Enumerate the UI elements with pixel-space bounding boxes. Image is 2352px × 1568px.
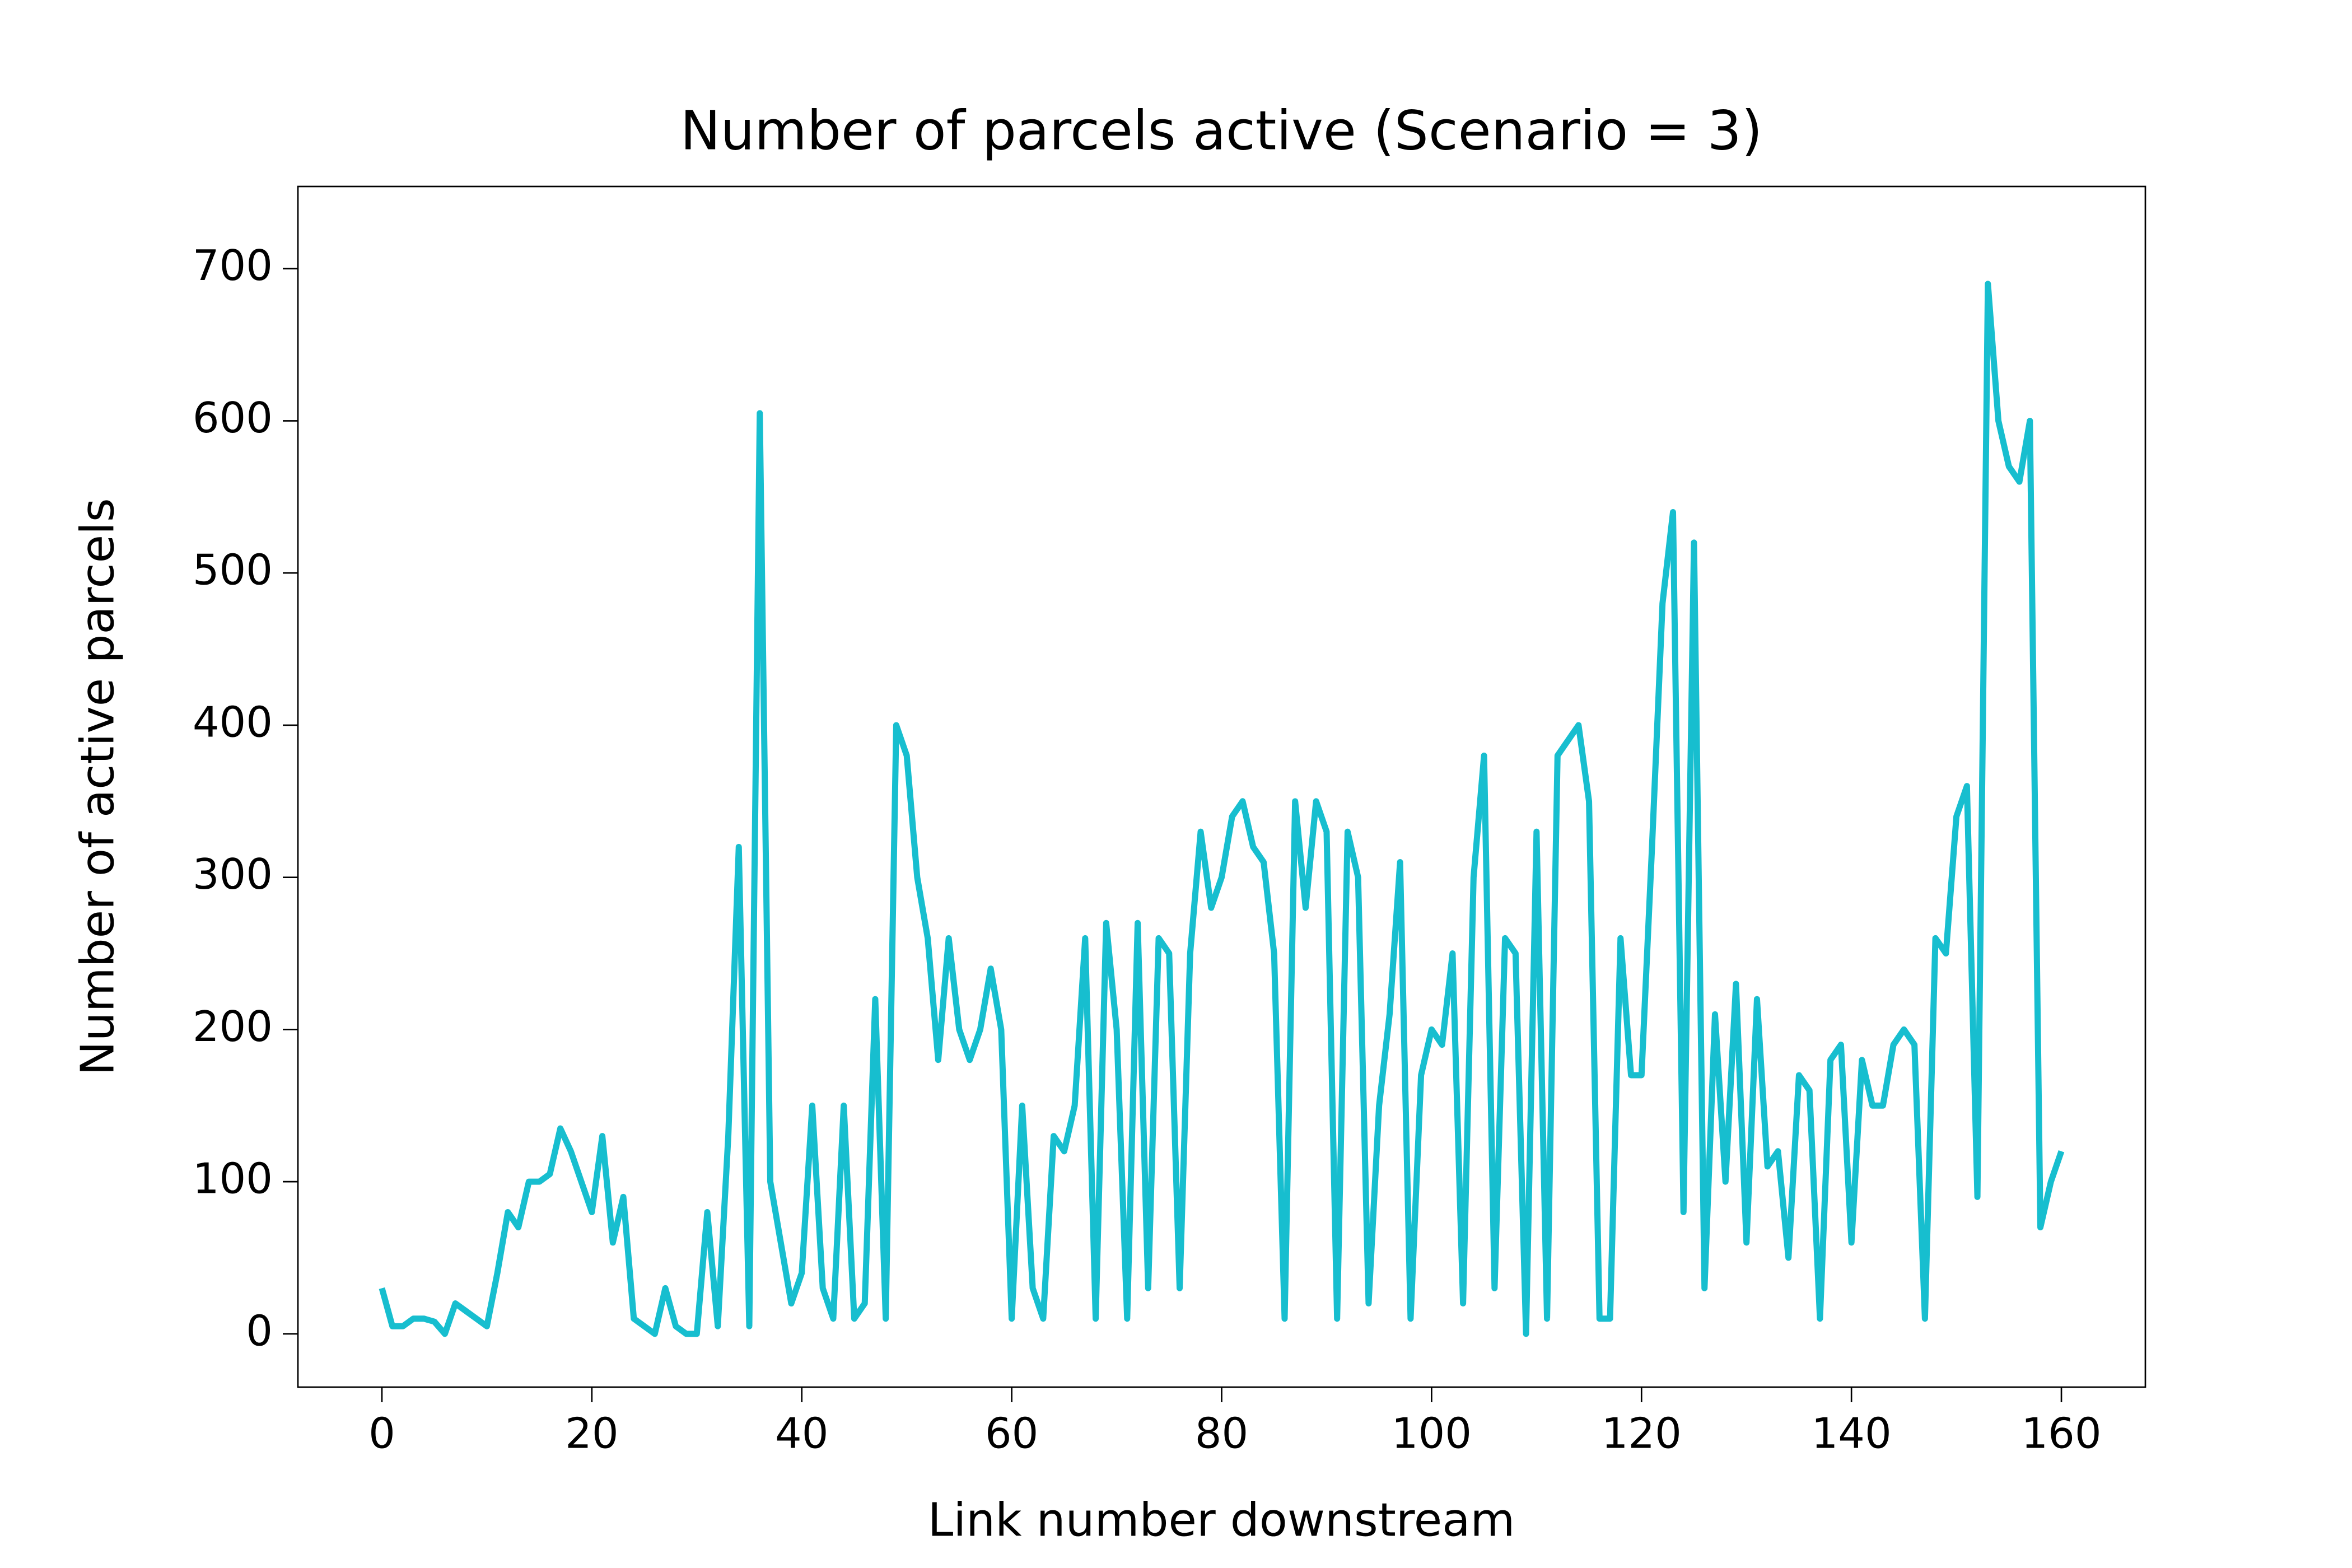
x-tick-label: 160: [2021, 1409, 2101, 1458]
x-tick-label: 20: [565, 1409, 618, 1458]
y-tick-label: 400: [193, 697, 273, 746]
y-tick-label: 0: [246, 1306, 273, 1355]
y-tick-label: 200: [193, 1002, 273, 1051]
x-tick-label: 0: [368, 1409, 395, 1458]
series-line: [379, 281, 2065, 1337]
chart-title: Number of parcels active (Scenario = 3): [680, 99, 1762, 162]
x-tick-label: 120: [1602, 1409, 1682, 1458]
x-tick-label: 40: [775, 1409, 828, 1458]
y-tick-label: 700: [193, 241, 273, 290]
y-tick-label: 600: [193, 393, 273, 442]
x-tick-label: 60: [985, 1409, 1038, 1458]
y-tick-label: 500: [193, 545, 273, 595]
plot-frame: [297, 185, 2146, 1388]
x-axis-label: Link number downstream: [928, 1494, 1515, 1547]
x-tick-label: 140: [1812, 1409, 1892, 1458]
x-tick-label: 100: [1392, 1409, 1472, 1458]
y-tick-label: 100: [193, 1154, 273, 1203]
x-tick-label: 80: [1195, 1409, 1248, 1458]
y-axis-label: Number of active parcels: [71, 498, 124, 1075]
y-tick-label: 300: [193, 850, 273, 899]
